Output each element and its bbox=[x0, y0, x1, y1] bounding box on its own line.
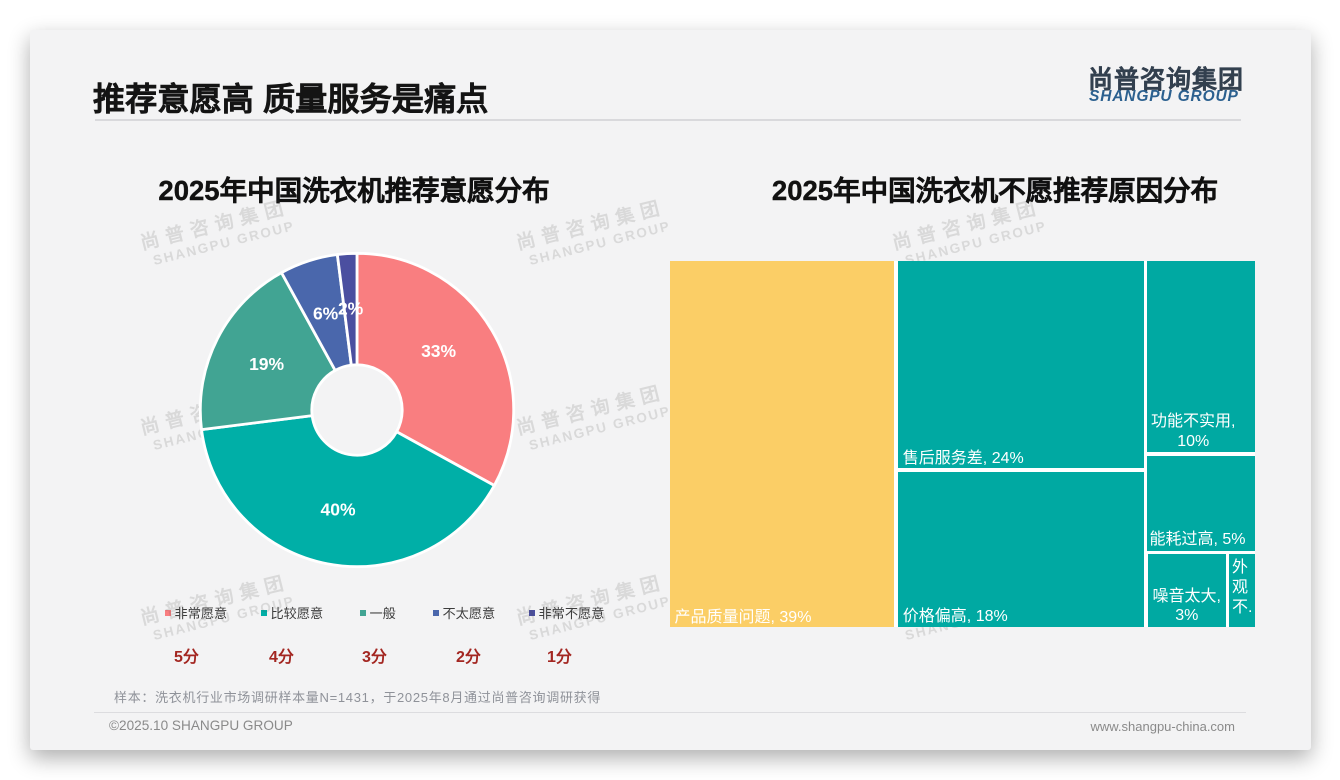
svg-text:40%: 40% bbox=[320, 500, 355, 520]
svg-text:6%: 6% bbox=[313, 304, 339, 324]
svg-text:33%: 33% bbox=[421, 341, 456, 361]
svg-text:2%: 2% bbox=[338, 299, 364, 319]
svg-text:19%: 19% bbox=[249, 354, 284, 374]
